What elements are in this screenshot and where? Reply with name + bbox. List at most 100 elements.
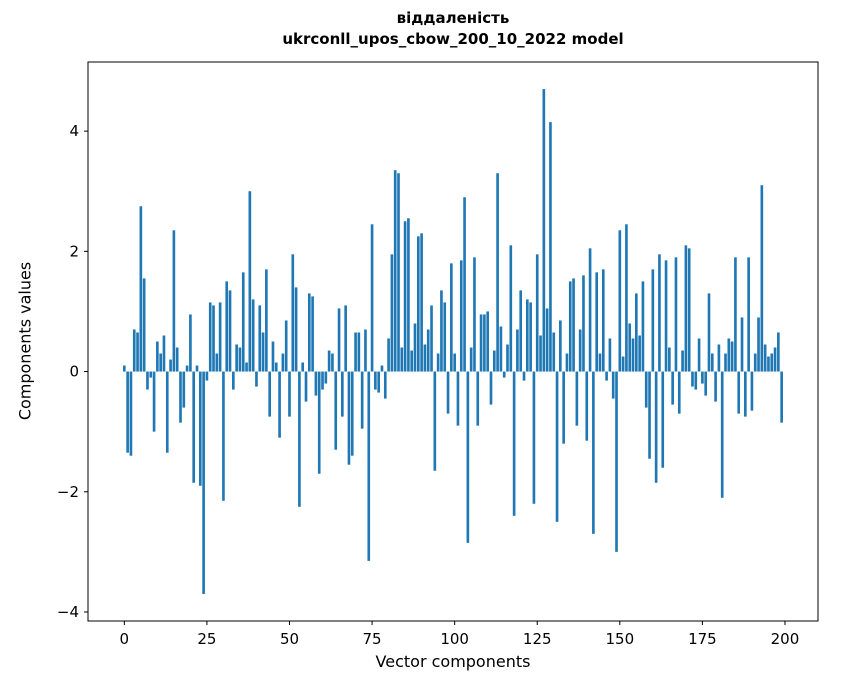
bar: [383, 371, 387, 399]
bar: [142, 278, 146, 372]
bar: [185, 365, 189, 372]
y-tick-label: 4: [69, 122, 79, 140]
bar: [341, 371, 344, 417]
bar: [294, 287, 298, 372]
bar: [694, 371, 698, 390]
bar: [334, 371, 338, 450]
bar: [582, 275, 585, 372]
bar: [512, 371, 516, 516]
bar: [473, 257, 476, 372]
bar: [697, 338, 701, 372]
bar: [417, 236, 420, 372]
bar: [545, 308, 549, 372]
bar: [714, 371, 717, 402]
bar: [390, 254, 394, 372]
bar: [492, 350, 496, 372]
bar: [344, 305, 347, 372]
bar: [400, 347, 404, 372]
bar: [255, 371, 258, 387]
bar: [601, 269, 605, 372]
bar: [744, 371, 747, 417]
bar: [677, 371, 681, 414]
bar: [304, 371, 308, 402]
bar: [542, 89, 546, 372]
bar: [608, 338, 612, 372]
bar: [172, 230, 176, 372]
bar: [450, 263, 453, 372]
bar: [327, 350, 331, 372]
bar: [691, 371, 694, 387]
bar: [430, 305, 433, 372]
bar: [664, 260, 668, 372]
bar: [760, 185, 764, 372]
bar: [628, 323, 632, 372]
bar: [129, 371, 133, 456]
bar: [245, 362, 248, 372]
bar: [661, 371, 665, 468]
bar: [717, 344, 721, 372]
bar: [615, 371, 618, 552]
bar: [251, 299, 255, 372]
bar: [757, 317, 760, 372]
bar: [466, 371, 470, 543]
bar: [288, 371, 291, 417]
bar: [469, 347, 473, 372]
bar: [704, 371, 708, 396]
bar: [539, 335, 542, 372]
bar: [496, 173, 499, 372]
bar: [420, 233, 423, 372]
x-tick-label: 50: [280, 630, 299, 648]
bar: [370, 224, 374, 372]
bar: [588, 248, 592, 372]
bar: [585, 371, 589, 441]
bar: [360, 371, 364, 429]
bar: [459, 260, 463, 372]
bar: [410, 350, 414, 372]
x-axis-label: Vector components: [375, 652, 531, 671]
bar: [198, 371, 202, 486]
bar: [215, 353, 219, 372]
bar: [139, 206, 143, 372]
bar: [671, 371, 674, 405]
bar: [747, 257, 750, 372]
bar: [436, 353, 440, 372]
y-tick-label: −2: [57, 483, 79, 501]
bar: [222, 371, 225, 501]
bar: [654, 371, 658, 483]
bar: [367, 371, 371, 561]
bar: [499, 326, 503, 372]
bar: [354, 332, 357, 372]
bar: [179, 371, 182, 423]
bar: [189, 314, 192, 372]
bar: [555, 371, 559, 522]
bar: [175, 347, 179, 372]
bar: [605, 371, 608, 381]
bar: [611, 371, 615, 399]
bar: [423, 344, 427, 372]
bar: [317, 371, 321, 474]
bar: [357, 332, 361, 372]
bar: [740, 317, 744, 372]
bar: [136, 332, 139, 372]
bar: [364, 329, 367, 372]
bar: [307, 293, 311, 372]
bar: [516, 329, 519, 372]
bar: [684, 245, 688, 372]
bar: [483, 314, 486, 372]
bar: [261, 332, 265, 372]
bar: [509, 245, 513, 372]
bar: [681, 350, 684, 372]
bar: [625, 224, 628, 372]
bar: [443, 302, 447, 372]
y-tick-label: −4: [57, 603, 79, 621]
bar: [701, 371, 704, 384]
bar: [212, 305, 215, 372]
bar: [763, 344, 767, 372]
bar: [413, 323, 417, 372]
bar: [284, 320, 288, 372]
bar: [618, 230, 622, 372]
bar: [526, 299, 529, 372]
bar: [727, 338, 731, 372]
bar: [426, 329, 430, 372]
bar: [321, 371, 324, 390]
